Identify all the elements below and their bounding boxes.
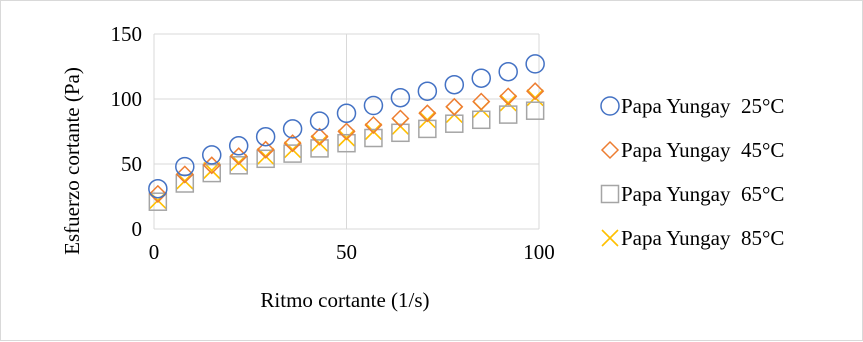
y-tick-label: 150 xyxy=(111,22,143,46)
data-point xyxy=(390,87,411,108)
legend: Papa Yungay 25°C Papa Yungay 45°C Papa Yun… xyxy=(600,94,784,250)
legend-marker-square xyxy=(600,184,620,204)
legend-entry: Papa Yungay 65°C xyxy=(600,182,784,206)
data-point xyxy=(498,61,518,82)
data-point xyxy=(148,192,168,211)
data-point xyxy=(256,149,275,169)
y-axis-title: Esfuerzo cortante (Pa) xyxy=(60,67,84,255)
data-point xyxy=(364,122,383,141)
y-tick-label: 100 xyxy=(111,87,143,111)
legend-marker-diamond xyxy=(600,140,620,160)
legend-entry: Papa Yungay 85°C xyxy=(601,226,784,250)
data-point xyxy=(363,95,384,116)
data-point xyxy=(445,114,464,133)
data-point xyxy=(417,81,438,101)
gridlines xyxy=(153,33,540,230)
data-point xyxy=(148,184,167,203)
data-point xyxy=(310,134,329,152)
data-point xyxy=(499,94,517,112)
data-point xyxy=(175,174,195,193)
legend-label: Papa Yungay 25°C xyxy=(621,94,784,118)
legend-label: Papa Yungay 65°C xyxy=(621,182,784,206)
x-tick-label: 100 xyxy=(523,240,555,264)
y-tick-label: 0 xyxy=(132,217,143,241)
data-point xyxy=(364,115,383,135)
data-point xyxy=(526,89,544,107)
data-point xyxy=(282,119,303,139)
data-point xyxy=(472,110,491,130)
data-point xyxy=(175,165,194,184)
data-point xyxy=(310,127,329,146)
data-point xyxy=(256,140,275,159)
legend-entry: Papa Yungay 45°C xyxy=(600,138,784,162)
data-point xyxy=(283,144,302,163)
data-point xyxy=(418,104,437,123)
data-point xyxy=(148,178,168,199)
data-point xyxy=(310,139,329,158)
data-point xyxy=(498,105,518,124)
legend-entry: Papa Yungay 25°C xyxy=(600,94,784,118)
x-axis-title: Ritmo cortante (1/s) xyxy=(260,288,429,312)
data-point xyxy=(391,109,410,128)
data-point xyxy=(284,141,302,159)
data-point xyxy=(337,133,356,153)
data-point xyxy=(337,122,356,141)
data-point xyxy=(283,134,302,153)
legend-label: Papa Yungay 45°C xyxy=(621,138,784,162)
data-point xyxy=(309,111,330,131)
legend-label: Papa Yungay 85°C xyxy=(621,226,784,250)
data-point xyxy=(228,136,249,156)
y-tick-label: 50 xyxy=(121,152,142,176)
data-point xyxy=(391,123,410,143)
series-square xyxy=(148,101,545,211)
x-tick-label: 50 xyxy=(336,240,357,264)
data-point xyxy=(364,128,383,148)
data-point xyxy=(525,54,545,74)
data-point xyxy=(445,97,464,116)
legend-marker-circle xyxy=(600,96,620,116)
data-point xyxy=(418,119,437,139)
data-point xyxy=(499,87,518,106)
data-series xyxy=(148,54,545,211)
data-point xyxy=(472,92,491,111)
data-point xyxy=(175,156,195,177)
data-point xyxy=(526,82,545,101)
data-point xyxy=(336,103,357,124)
x-tick-label: 0 xyxy=(149,240,160,264)
tick-labels: 0 50 100 150 0 50 100 xyxy=(111,22,555,264)
data-point xyxy=(337,129,356,147)
data-point xyxy=(202,145,222,165)
data-point xyxy=(471,68,491,88)
data-point xyxy=(229,156,248,175)
data-point xyxy=(255,126,276,147)
data-point xyxy=(444,74,465,95)
legend-marker-x xyxy=(601,229,619,247)
data-point xyxy=(525,101,545,120)
series-circle xyxy=(148,54,545,199)
